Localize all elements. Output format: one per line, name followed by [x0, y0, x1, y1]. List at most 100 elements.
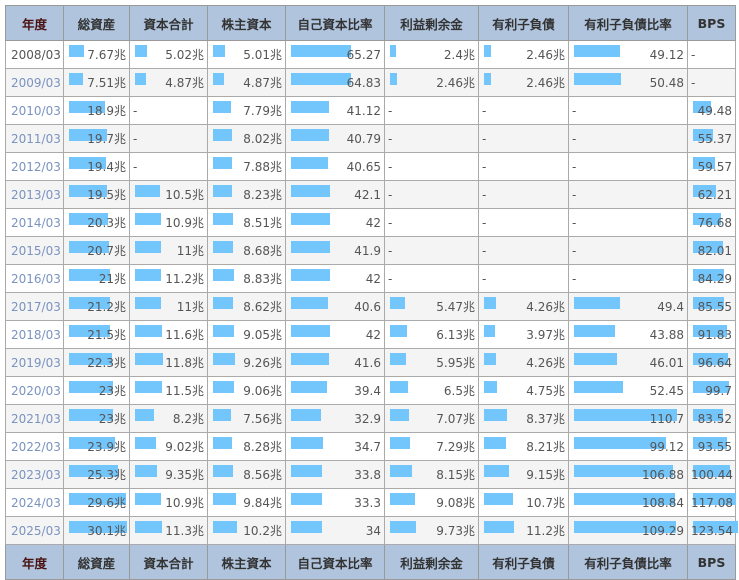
column-header[interactable]: 有利子負債 [478, 544, 569, 580]
cell-value: 34.7 [354, 439, 381, 454]
year-link[interactable]: 2013/03 [5, 180, 64, 209]
column-header[interactable]: 年度 [5, 544, 64, 580]
value-bar [213, 129, 232, 141]
cell-value: 65.27 [346, 47, 381, 62]
data-cell: 50.48 [568, 68, 688, 97]
value-bar [135, 381, 163, 393]
data-cell: 55.37 [687, 124, 736, 153]
column-header[interactable]: 資本合計 [129, 544, 208, 580]
year-link[interactable]: 2009/03 [5, 68, 64, 97]
year-link[interactable]: 2010/03 [5, 96, 64, 125]
column-header[interactable]: 有利子負債比率 [568, 5, 688, 41]
year-link[interactable]: 2022/03 [5, 432, 64, 461]
cell-value: 108.84 [642, 495, 684, 510]
value-bar [484, 465, 509, 477]
cell-value: 22.3兆 [87, 356, 126, 370]
data-cell: 2.46兆 [478, 40, 569, 69]
value-bar [574, 297, 620, 309]
data-cell: 9.02兆 [129, 432, 208, 461]
data-cell: 64.83 [285, 68, 385, 97]
data-cell: 8.21兆 [478, 432, 569, 461]
data-cell: 4.87兆 [207, 68, 286, 97]
value-bar [135, 465, 157, 477]
cell-value: 9.02兆 [165, 440, 204, 454]
cell-value: 49.48 [697, 103, 732, 118]
data-cell: 82.01 [687, 236, 736, 265]
cell-value: 4.26兆 [526, 300, 565, 314]
year-link[interactable]: 2024/03 [5, 488, 64, 517]
value-bar [135, 241, 161, 253]
value-bar [213, 353, 235, 365]
value-bar [213, 493, 237, 505]
cell-value: 21.2兆 [87, 300, 126, 314]
data-cell: 11.2兆 [129, 264, 208, 293]
year-link[interactable]: 2016/03 [5, 264, 64, 293]
cell-value: 9.15兆 [526, 468, 565, 482]
cell-value: 110.7 [649, 411, 684, 426]
value-bar [484, 73, 491, 85]
year-link[interactable]: 2015/03 [5, 236, 64, 265]
table-row: 2021/03 23兆 8.2兆 7.56兆 32.9 7.07兆 8.37兆 110.7 83… [5, 404, 736, 433]
column-header[interactable]: BPS [687, 5, 736, 41]
column-header[interactable]: 株主資本 [207, 544, 286, 580]
column-header[interactable]: 総資産 [63, 5, 130, 41]
cell-value: 4.87兆 [165, 76, 204, 90]
value-bar [693, 101, 712, 113]
column-header[interactable]: 年度 [5, 5, 64, 41]
column-header[interactable]: 有利子負債比率 [568, 544, 688, 580]
data-cell: 41.12 [285, 96, 385, 125]
value-bar [291, 45, 352, 57]
column-header[interactable]: 自己資本比率 [285, 5, 385, 41]
year-link[interactable]: 2014/03 [5, 208, 64, 237]
column-header[interactable]: 利益剰余金 [384, 544, 479, 580]
value-bar [693, 521, 739, 533]
value-bar [390, 437, 410, 449]
year-link[interactable]: 2025/03 [5, 516, 64, 545]
cell-value: 21.5兆 [87, 328, 126, 342]
cell-value: 19.4兆 [87, 160, 126, 174]
year-link[interactable]: 2012/03 [5, 152, 64, 181]
value-bar [291, 353, 330, 365]
value-bar [390, 73, 397, 85]
cell-value: 50.48 [649, 75, 684, 90]
value-bar [693, 297, 725, 309]
column-header[interactable]: 利益剰余金 [384, 5, 479, 41]
column-header[interactable]: 資本合計 [129, 5, 208, 41]
data-cell: 7.56兆 [207, 404, 286, 433]
value-bar [484, 353, 496, 365]
value-bar [213, 465, 234, 477]
year-link[interactable]: 2017/03 [5, 292, 64, 321]
cell-value: 49.12 [649, 47, 684, 62]
column-header[interactable]: BPS [687, 544, 736, 580]
value-bar [484, 409, 507, 421]
year-link[interactable]: 2019/03 [5, 348, 64, 377]
data-cell: 8.23兆 [207, 180, 286, 209]
column-header[interactable]: 自己資本比率 [285, 544, 385, 580]
data-cell: 85.55 [687, 292, 736, 321]
column-header[interactable]: 総資産 [63, 544, 130, 580]
cell-empty: - [568, 96, 688, 125]
data-cell: 4.87兆 [129, 68, 208, 97]
year-link[interactable]: 2011/03 [5, 124, 64, 153]
value-bar [390, 493, 415, 505]
data-cell: 8.15兆 [384, 460, 479, 489]
value-bar [135, 73, 147, 85]
data-cell: 23兆 [63, 376, 130, 405]
year-link[interactable]: 2018/03 [5, 320, 64, 349]
column-header[interactable]: 株主資本 [207, 5, 286, 41]
column-header[interactable]: 有利子負債 [478, 5, 569, 41]
cell-empty: - [568, 152, 688, 181]
data-cell: 11.8兆 [129, 348, 208, 377]
cell-value: 7.56兆 [243, 412, 282, 426]
year-link: 2008/03 [5, 40, 64, 69]
data-cell: 39.4 [285, 376, 385, 405]
year-link[interactable]: 2020/03 [5, 376, 64, 405]
value-bar [390, 381, 408, 393]
value-bar [69, 381, 114, 393]
value-bar [390, 353, 407, 365]
year-link[interactable]: 2021/03 [5, 404, 64, 433]
cell-empty: - [478, 236, 569, 265]
year-link[interactable]: 2023/03 [5, 460, 64, 489]
table-row: 2022/03 23.9兆 9.02兆 8.28兆 34.7 7.29兆 8.21兆 99.1… [5, 432, 736, 461]
data-cell: 21兆 [63, 264, 130, 293]
